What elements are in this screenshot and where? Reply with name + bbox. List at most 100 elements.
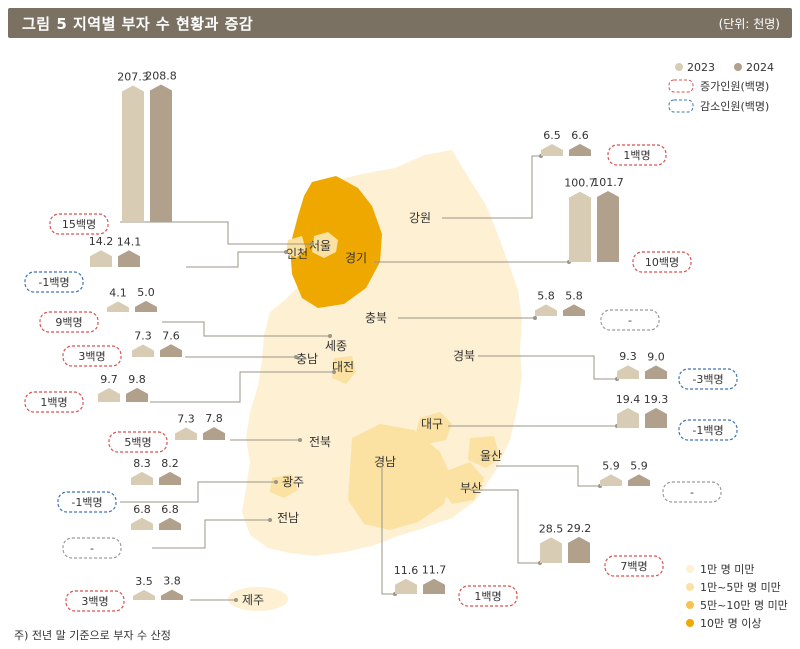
bar-충북-2023 <box>535 304 557 316</box>
bar-전남-2023 <box>131 517 153 530</box>
bar-제주-2024 <box>161 589 183 600</box>
data-label-경남-2024: 11.7 <box>422 564 447 577</box>
data-label-서울-2024: 208.8 <box>145 70 177 83</box>
data-label-충북-2024: 5.8 <box>565 289 583 302</box>
bar-울산-2024 <box>628 474 650 486</box>
change-label-강원: 1백명 <box>623 149 650 162</box>
bar-대전-2024 <box>126 387 148 402</box>
legend-increase-swatch <box>668 79 694 93</box>
seoul-region <box>312 232 338 258</box>
legend-decrease-label: 감소인원(백명) <box>700 100 769 113</box>
bar-광주-2023 <box>131 471 153 485</box>
data-label-대전-2023: 9.7 <box>100 373 118 386</box>
region-name-충북: 충북 <box>365 311 387 325</box>
bar-충북-2024 <box>563 304 585 316</box>
scale-dot-0 <box>686 565 694 573</box>
incheon-region <box>286 236 306 258</box>
leader-line-인천 <box>186 251 286 268</box>
leader-line-광주 <box>120 481 276 503</box>
data-label-세종-2024: 5.0 <box>137 286 155 299</box>
region-name-대전: 대전 <box>332 360 354 374</box>
bar-세종-2023 <box>107 301 129 312</box>
data-label-인천-2024: 14.1 <box>117 235 142 248</box>
data-label-대구-2023: 19.4 <box>616 393 641 406</box>
bar-전북-2024 <box>203 427 225 440</box>
bar-경남-2024 <box>423 578 445 594</box>
change-box-울산 <box>662 481 722 503</box>
region-name-광주: 광주 <box>282 475 304 489</box>
bar-제주-2023 <box>133 589 155 600</box>
data-label-전북-2024: 7.8 <box>205 412 223 425</box>
change-label-부산: 7백명 <box>620 560 647 573</box>
data-label-대전-2024: 9.8 <box>128 373 146 386</box>
leader-dot-충남 <box>294 355 298 359</box>
change-label-제주: 3백명 <box>81 595 108 608</box>
bar-부산-2023 <box>540 537 562 563</box>
change-box-광주 <box>57 491 117 513</box>
change-label-경북: -3백명 <box>692 373 723 386</box>
data-label-전남-2023: 6.8 <box>133 503 151 516</box>
data-label-대구-2024: 19.3 <box>644 393 669 406</box>
bar-울산-2023 <box>600 474 622 486</box>
change-box-강원 <box>607 144 667 166</box>
bar-전북-2023 <box>175 427 197 440</box>
bar-대구-2023 <box>617 407 639 428</box>
leader-dot-제주 <box>234 598 238 602</box>
change-box-전북 <box>108 431 168 453</box>
bar-서울-2024 <box>150 84 172 222</box>
change-label-대전: 1백명 <box>40 396 67 409</box>
region-name-경남: 경남 <box>374 455 396 469</box>
leader-line-경북 <box>478 355 617 380</box>
daegu-region <box>416 412 452 444</box>
data-label-제주-2023: 3.5 <box>135 575 153 588</box>
scale-dot-1 <box>686 583 694 591</box>
change-box-인천 <box>24 271 84 293</box>
data-label-충남-2023: 7.3 <box>134 329 152 342</box>
daejeon-region <box>332 356 356 384</box>
small-island <box>463 329 469 335</box>
data-label-경남-2023: 11.6 <box>394 564 419 577</box>
change-box-대전 <box>24 391 84 413</box>
change-label-서울: 15백명 <box>62 218 96 231</box>
data-label-제주-2024: 3.8 <box>163 575 181 588</box>
change-label-울산: - <box>690 486 694 499</box>
region-name-경기: 경기 <box>345 251 367 265</box>
region-name-인천: 인천 <box>286 246 308 261</box>
data-label-인천-2023: 14.2 <box>89 235 114 248</box>
bar-서울-2023 <box>122 85 144 222</box>
region-name-전북: 전북 <box>309 435 331 449</box>
leader-dot-광주 <box>274 480 278 484</box>
change-box-세종 <box>39 311 99 333</box>
bar-광주-2024 <box>159 471 181 485</box>
leader-line-경남 <box>381 466 395 595</box>
change-label-경남: 1백명 <box>474 590 501 603</box>
leader-dot-세종 <box>328 334 332 338</box>
bar-강원-2023 <box>541 143 563 156</box>
bar-세종-2024 <box>135 300 157 312</box>
leader-line-대전 <box>150 371 334 403</box>
data-label-전남-2024: 6.8 <box>161 503 179 516</box>
change-label-대구: -1백명 <box>692 424 723 437</box>
change-label-인천: -1백명 <box>38 276 69 289</box>
bar-충남-2023 <box>132 344 154 357</box>
leader-dot-인천 <box>284 250 288 254</box>
bar-경남-2023 <box>395 578 417 594</box>
region-name-충남: 충남 <box>296 352 318 366</box>
data-label-울산-2024: 5.9 <box>630 459 648 472</box>
data-label-경기-2023: 100.7 <box>564 177 596 190</box>
region-name-세종: 세종 <box>325 339 347 353</box>
footnote: 주) 전년 말 기준으로 부자 수 산정 <box>14 629 171 642</box>
scale-dot-3 <box>686 619 694 627</box>
change-label-충남: 3백명 <box>78 350 105 363</box>
leader-dot-전남 <box>268 518 272 522</box>
region-name-제주: 제주 <box>242 593 264 607</box>
change-box-전남 <box>62 537 122 559</box>
data-label-경북-2023: 9.3 <box>619 350 637 363</box>
data-label-부산-2024: 29.2 <box>567 522 592 535</box>
bar-인천-2024 <box>118 250 140 267</box>
scale-dot-2 <box>686 601 694 609</box>
data-label-강원-2024: 6.6 <box>571 129 589 142</box>
region-name-전남: 전남 <box>277 511 299 525</box>
data-label-광주-2024: 8.2 <box>161 457 179 470</box>
